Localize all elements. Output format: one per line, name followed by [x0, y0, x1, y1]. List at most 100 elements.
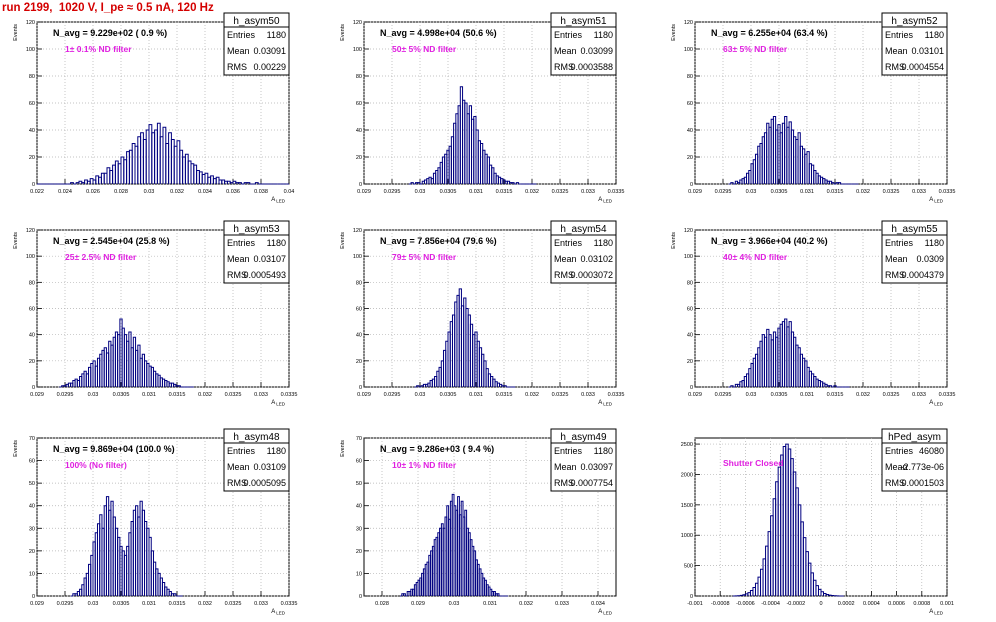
y-tick-label: 60 — [356, 101, 362, 107]
stats-value: 0.00229 — [253, 62, 286, 72]
y-tick-label: 40 — [29, 333, 35, 339]
y-tick-label: 0 — [32, 594, 35, 600]
histogram-bin — [503, 385, 507, 387]
histogram-bin — [177, 385, 181, 387]
x-axis-title: ALED — [929, 609, 944, 616]
x-tick-label: 0.029 — [30, 601, 44, 607]
x-tick-label: 0.0335 — [281, 392, 298, 398]
navg-label: N_avg = 2.545e+04 (25.8 %) — [53, 236, 170, 246]
stats-value: 0.0005493 — [243, 270, 286, 280]
page-title: run 2199, 1020 V, I_pe ≈ 0.5 nA, 120 Hz — [2, 2, 214, 14]
stats-box — [223, 220, 290, 284]
histogram-bin — [833, 385, 837, 387]
histogram-bin — [730, 182, 734, 184]
y-tick-label: 100 — [26, 47, 35, 53]
x-tick-label: 0.03 — [415, 392, 426, 398]
stats-value: 0.0003588 — [570, 62, 613, 72]
x-tick-label: 0.0325 — [883, 392, 900, 398]
stats-title: h_asym52 — [891, 16, 938, 27]
x-tick-label: 0.033 — [912, 189, 926, 195]
x-tick-label: 0.032 — [856, 189, 870, 195]
stats-key: Entries — [554, 30, 583, 40]
x-tick-label: 0.03 — [449, 601, 460, 607]
stats-title: h_asym54 — [560, 224, 607, 235]
stats-title: h_asym50 — [233, 16, 280, 27]
x-tick-label: 0.032 — [525, 189, 539, 195]
x-tick-label: 0.031 — [142, 392, 156, 398]
histogram-series — [400, 493, 508, 597]
x-axis-title: ALED — [598, 400, 613, 407]
x-tick-label: 0.0002 — [838, 601, 855, 607]
y-tick-label: 10 — [356, 571, 362, 577]
x-tick-label: -0.0004 — [761, 601, 780, 607]
y-axis-title: Events — [340, 232, 346, 249]
chart-panel-hPed_asym: -0.001 -0.0008 -0.0006 -0.0004 -0.0002 0 0.000… — [681, 428, 954, 616]
y-tick-label: 20 — [29, 359, 35, 365]
stats-key: Entries — [227, 238, 256, 248]
stats-key: Mean — [885, 46, 908, 56]
y-tick-label: 50 — [356, 481, 362, 487]
x-tick-label: -0.0006 — [736, 601, 755, 607]
x-tick-label: 0.0295 — [715, 392, 732, 398]
y-tick-label: 70 — [356, 436, 362, 442]
navg-label: N_avg = 9.286e+03 ( 9.4 %) — [380, 444, 494, 454]
stats-value: 1180 — [594, 238, 613, 248]
x-tick-label: 0.0295 — [384, 392, 401, 398]
x-tick-label: 0.0325 — [552, 189, 569, 195]
x-tick-label: 0.0335 — [608, 189, 625, 195]
x-tick-label: -0.0002 — [786, 601, 805, 607]
y-tick-label: 0 — [32, 182, 35, 188]
stats-key: Entries — [885, 30, 914, 40]
filter-label: 10± 1% ND filter — [392, 460, 457, 470]
y-tick-label: 20 — [356, 155, 362, 161]
x-tick-label: 0.032 — [856, 392, 870, 398]
stats-title: h_asym55 — [891, 224, 938, 235]
x-tick-label: -0.0008 — [711, 601, 730, 607]
y-tick-label: 100 — [684, 254, 693, 260]
stats-value: 1180 — [925, 30, 944, 40]
histogram-series — [70, 496, 183, 597]
y-tick-label: 0 — [690, 182, 693, 188]
filter-label: 79± 5% ND filter — [392, 252, 457, 262]
y-tick-label: 40 — [356, 128, 362, 134]
x-tick-label: 0.0006 — [888, 601, 905, 607]
stats-key: Entries — [554, 238, 583, 248]
x-tick-label: 0.028 — [114, 189, 128, 195]
x-tick-label: 0.031 — [469, 392, 483, 398]
y-tick-label: 120 — [353, 20, 362, 26]
y-axis-title: Events — [340, 24, 346, 41]
y-tick-label: 120 — [26, 20, 35, 26]
stats-key: Entries — [227, 30, 256, 40]
stats-key: Mean — [554, 462, 577, 472]
histogram-series — [408, 86, 537, 185]
x-axis-title: ALED — [598, 609, 613, 616]
chart-panel-h_asym55: 0.029 0.0295 0.03 0.0305 0.031 0.0315 0.032 0.0… — [671, 220, 955, 407]
x-tick-label: 0.0305 — [440, 189, 457, 195]
y-axis-title: Events — [671, 24, 677, 41]
y-tick-label: 120 — [684, 20, 693, 26]
chart-panel-h_asym50: 0.022 0.024 0.026 0.028 0.03 0.032 0.034 0.036 0… — [13, 12, 294, 204]
stats-key: Mean — [554, 46, 577, 56]
y-tick-label: 20 — [356, 549, 362, 555]
x-tick-label: 0.033 — [581, 392, 595, 398]
x-tick-label: 0.032 — [198, 392, 212, 398]
stats-value: 0.03101 — [911, 46, 944, 56]
histogram-bin — [416, 385, 420, 387]
x-tick-label: 0.03 — [746, 392, 757, 398]
y-tick-label: 30 — [356, 526, 362, 532]
filter-label: 1± 0.1% ND filter — [65, 44, 132, 54]
x-tick-label: -0.001 — [687, 601, 703, 607]
y-tick-label: 40 — [29, 128, 35, 134]
stats-key: RMS — [227, 478, 247, 488]
navg-label: N_avg = 4.998e+04 (50.6 %) — [380, 28, 497, 38]
y-tick-label: 1500 — [681, 503, 693, 509]
stats-box — [881, 12, 948, 76]
x-tick-label: 0.032 — [519, 601, 533, 607]
navg-label: N_avg = 9.229e+02 ( 0.9 %) — [53, 28, 167, 38]
navg-label: N_avg = 9.869e+04 (100.0 %) — [53, 444, 175, 454]
histogram-bin — [254, 182, 259, 184]
y-tick-label: 0 — [359, 594, 362, 600]
filter-label: Shutter Closed — [723, 458, 783, 468]
x-tick-label: 0.0315 — [827, 189, 844, 195]
